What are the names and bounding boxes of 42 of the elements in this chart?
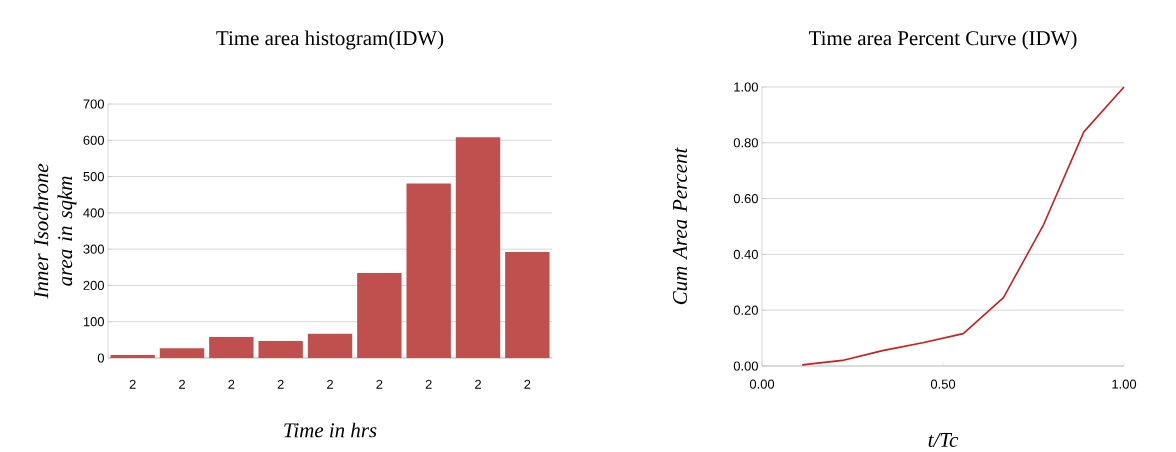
x-axis-title: Time in hrs bbox=[284, 422, 377, 438]
y-tick-label: 0.20 bbox=[733, 305, 758, 315]
bar bbox=[159, 348, 205, 358]
y-tick-label: 100 bbox=[83, 317, 104, 327]
x-tick-label: 2 bbox=[425, 379, 432, 389]
x-axis-title: t/Tc bbox=[928, 432, 959, 447]
x-tick-label: 2 bbox=[376, 379, 383, 389]
y-axis-title: Inner Isochrone area in sqkm bbox=[33, 163, 77, 299]
y-tick-label: 200 bbox=[83, 280, 104, 290]
bar bbox=[258, 340, 303, 358]
y-tick-label: 0.60 bbox=[733, 194, 758, 204]
bar bbox=[406, 183, 451, 358]
y-tick-label: 300 bbox=[83, 244, 104, 254]
x-tick-label: 2 bbox=[277, 379, 284, 389]
chart-title: Time area histogram(IDW) bbox=[216, 30, 444, 50]
y-tick-label: 0.40 bbox=[733, 249, 758, 259]
bar bbox=[110, 355, 155, 358]
x-tick-label: 0.50 bbox=[930, 379, 956, 389]
y-tick-label: 500 bbox=[83, 171, 104, 182]
bar bbox=[455, 137, 501, 358]
x-tick-label: 2 bbox=[228, 379, 235, 389]
chart-title: Time area Percent Curve (IDW) bbox=[808, 30, 1077, 50]
bar bbox=[307, 333, 353, 358]
y-tick-label: 0.80 bbox=[733, 138, 758, 148]
line-series bbox=[801, 86, 1125, 366]
y-tick-label: 600 bbox=[83, 135, 104, 145]
bar bbox=[357, 273, 402, 358]
x-tick-label: 2 bbox=[179, 379, 185, 389]
bar bbox=[209, 336, 254, 358]
x-tick-label: 2 bbox=[524, 379, 531, 389]
y-tick-label: 700 bbox=[83, 99, 104, 109]
y-tick-label: 1.00 bbox=[734, 82, 758, 92]
x-tick-label: 2 bbox=[129, 379, 136, 389]
y-tick-label: 0.00 bbox=[733, 361, 758, 371]
x-tick-label: 1.00 bbox=[1112, 379, 1137, 389]
x-tick-label: 2 bbox=[327, 379, 333, 389]
y-tick-label: 0 bbox=[97, 353, 104, 363]
y-tick-label: 400 bbox=[83, 208, 104, 218]
x-tick-label: 0.00 bbox=[749, 379, 775, 389]
x-tick-label: 2 bbox=[475, 379, 481, 389]
y-axis-title: Cum Area Percent bbox=[672, 147, 688, 305]
bar bbox=[505, 252, 550, 358]
